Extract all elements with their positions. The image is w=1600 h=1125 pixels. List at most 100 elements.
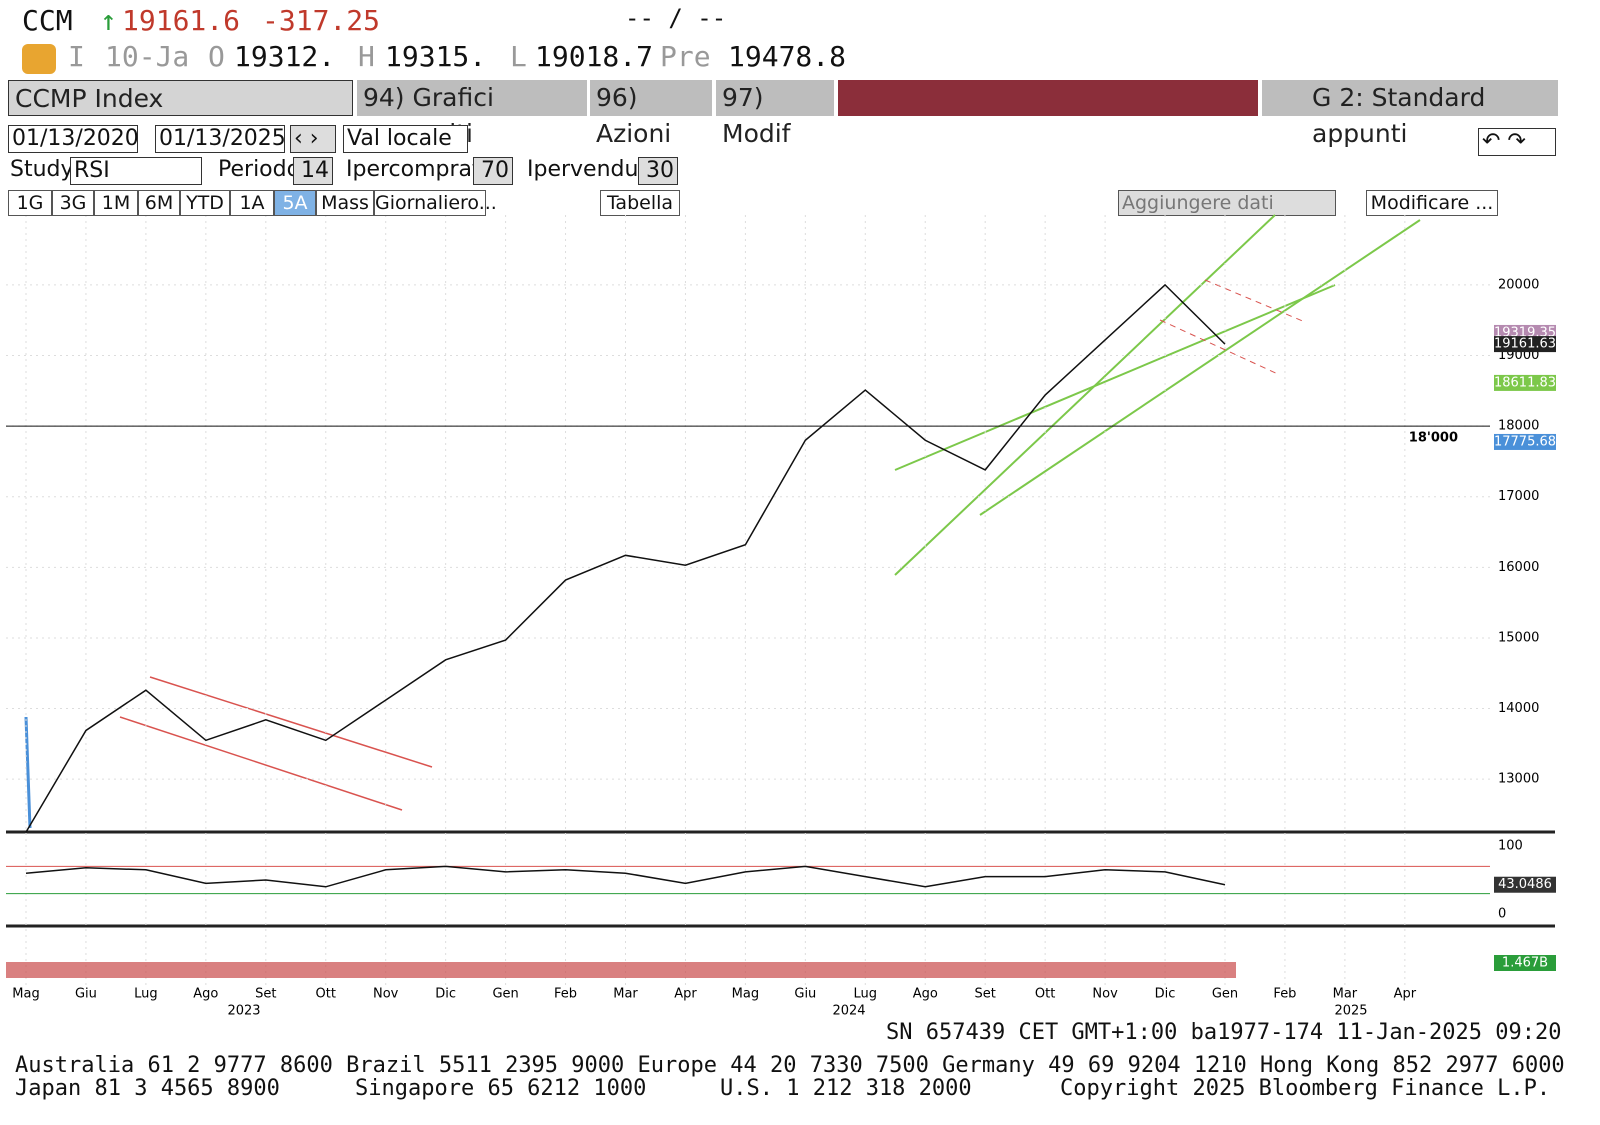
- x-tick-label: Gen: [492, 987, 518, 1002]
- y-tick-label: 13000: [1498, 772, 1539, 787]
- y-tick-label: 16000: [1498, 560, 1539, 575]
- volume-strip: [6, 962, 1236, 978]
- prev: 19478.8: [728, 40, 847, 73]
- x-tick-label: Lug: [854, 987, 878, 1002]
- price-tag-label: 18611.83: [1494, 375, 1556, 390]
- x-tick-label: Lug: [134, 987, 158, 1002]
- study[interactable]: RSI: [70, 157, 202, 185]
- rsi-tag-label: 43.0486: [1498, 877, 1552, 892]
- x-tick-label: Nov: [1092, 987, 1118, 1002]
- trend-line: [1159, 319, 1281, 376]
- x-tick-label: Ago: [193, 987, 218, 1002]
- range-button[interactable]: YTD: [180, 190, 230, 216]
- range-button[interactable]: 6M: [138, 190, 180, 216]
- year-label: 2024: [832, 1004, 865, 1019]
- high-label: H: [358, 40, 375, 73]
- open-label: O: [208, 40, 225, 73]
- price-line: [25, 283, 1226, 833]
- range-button[interactable]: 3G: [52, 190, 94, 216]
- y-tick-label: 20000: [1498, 277, 1539, 292]
- rsi-tick-label: 100: [1498, 839, 1523, 854]
- x-tick-label: Ott: [316, 987, 336, 1002]
- range-button[interactable]: 1G: [8, 190, 52, 216]
- oversold[interactable]: 30: [638, 157, 678, 185]
- menu-tab[interactable]: 97) Modif: [716, 80, 834, 148]
- range-button[interactable]: 5A: [274, 190, 316, 216]
- change: -317.25: [262, 4, 381, 37]
- x-tick-label: Set: [255, 987, 276, 1002]
- x-tick-label: Feb: [1273, 987, 1296, 1002]
- x-tick-label: Giu: [75, 987, 97, 1002]
- start-date[interactable]: 01/13/2020: [8, 125, 139, 153]
- x-tick-label: Nov: [373, 987, 399, 1002]
- trend-line: [894, 284, 1336, 471]
- range-button[interactable]: 1A: [230, 190, 274, 216]
- x-tick-label: Apr: [1394, 987, 1417, 1002]
- rsi-line: [25, 865, 1226, 888]
- level-label: 18'000: [1409, 431, 1458, 446]
- copyright: Copyright 2025 Bloomberg Finance L.P.: [1060, 1076, 1551, 1101]
- y-tick-label: 17000: [1498, 489, 1539, 504]
- trend-line: [894, 214, 1276, 576]
- security-field[interactable]: CCMP Index: [8, 80, 353, 116]
- contacts: U.S. 1 212 318 2000: [720, 1076, 972, 1101]
- range-button[interactable]: 1M: [94, 190, 138, 216]
- volume-label: 1.467B: [1502, 956, 1548, 971]
- last-price: 19161.6: [122, 4, 241, 37]
- price-tag: [1494, 336, 1556, 353]
- x-tick-label: Giu: [794, 987, 816, 1002]
- status: SN 657439 CET GMT+1:00 ba1977-174 11-Jan…: [886, 1020, 1562, 1045]
- undo-redo[interactable]: ↶ ↷: [1478, 128, 1556, 156]
- contacts: Singapore 65 6212 1000: [355, 1076, 647, 1101]
- x-tick-label: Set: [975, 987, 996, 1002]
- trend-line: [979, 219, 1421, 516]
- nav-buttons[interactable]: ‹ ›: [290, 125, 336, 153]
- end-date[interactable]: 01/13/2025: [155, 125, 286, 153]
- price-tag-label: 19161.63: [1494, 337, 1556, 352]
- y-tick-label: 14000: [1498, 701, 1539, 716]
- gauge-icon[interactable]: [22, 44, 56, 74]
- contacts: Australia 61 2 9777 8600 Brazil 5511 239…: [15, 1053, 1565, 1078]
- bid-ask: -- / --: [625, 4, 727, 32]
- date: 10-Ja: [105, 40, 190, 73]
- x-tick-label: Feb: [554, 987, 577, 1002]
- overbought-label: Ipercomprato: [346, 157, 495, 182]
- year-label: 2025: [1334, 1004, 1367, 1019]
- trend-line: [1204, 279, 1306, 323]
- x-tick-label: Apr: [674, 987, 697, 1002]
- marker: [24, 716, 32, 829]
- study-label: Study: [10, 157, 74, 182]
- x-tick-label: Dic: [1155, 987, 1176, 1002]
- menu-tab[interactable]: G 2: Standard appunti: [1262, 80, 1558, 148]
- range-button[interactable]: Giornaliero...: [374, 190, 497, 216]
- trend-line: [149, 676, 433, 768]
- x-tick-label: Mar: [1333, 987, 1358, 1002]
- currency[interactable]: Val locale: [343, 125, 468, 153]
- period[interactable]: 14: [293, 157, 333, 185]
- x-tick-label: Ott: [1035, 987, 1055, 1002]
- add-data[interactable]: Aggiungere dati: [1118, 190, 1336, 216]
- range-button[interactable]: Mass: [316, 190, 374, 216]
- x-tick-label: Mag: [732, 987, 759, 1002]
- x-tick-label: Gen: [1212, 987, 1238, 1002]
- type: I: [68, 40, 85, 73]
- price-tag: [1494, 374, 1556, 391]
- rsi-tag: [1494, 876, 1556, 893]
- rsi-tick-label: 0: [1498, 907, 1506, 922]
- overbought[interactable]: 70: [473, 157, 513, 185]
- contacts: Japan 81 3 4565 8900: [15, 1076, 280, 1101]
- x-tick-label: Mar: [613, 987, 638, 1002]
- prev-label: Pre: [660, 40, 711, 73]
- x-tick-label: Dic: [435, 987, 456, 1002]
- x-tick-label: Mag: [12, 987, 39, 1002]
- price-tag-label: 17775.68: [1494, 434, 1556, 449]
- y-tick-label: 18000: [1498, 419, 1539, 434]
- table-button[interactable]: Tabella: [600, 190, 680, 216]
- menu-tab[interactable]: 96) Azioni: [590, 80, 712, 148]
- modify[interactable]: Modificare ...: [1366, 190, 1498, 216]
- y-tick-label: 15000: [1498, 630, 1539, 645]
- volume-tag: [1494, 955, 1556, 971]
- ticker: CCM: [22, 4, 73, 37]
- year-label: 2023: [227, 1004, 260, 1019]
